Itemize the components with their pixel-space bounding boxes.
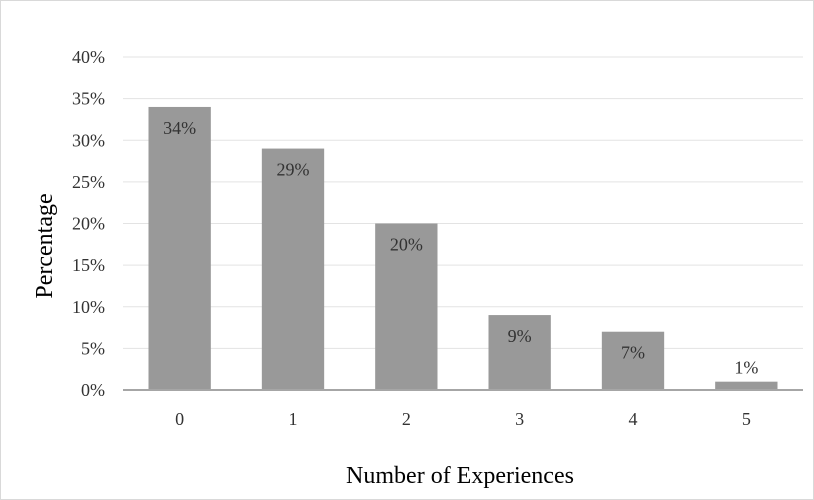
- x-tick-label: 0: [175, 409, 184, 429]
- data-label: 7%: [621, 343, 645, 363]
- x-tick-label: 5: [742, 409, 751, 429]
- y-tick-label: 20%: [72, 214, 105, 234]
- data-labels: 34% 29% 20% 9% 7% 1%: [163, 118, 758, 378]
- x-axis-title: Number of Experiences: [346, 463, 574, 489]
- y-tick-label: 0%: [81, 380, 105, 400]
- x-tick-label: 1: [289, 409, 298, 429]
- x-tick-label: 2: [402, 409, 411, 429]
- data-label: 29%: [277, 160, 310, 180]
- bar: [148, 106, 211, 390]
- x-tick-label: 3: [515, 409, 524, 429]
- y-tick-label: 5%: [81, 338, 105, 358]
- y-tick-label: 35%: [72, 89, 105, 109]
- y-tick-label: 25%: [72, 172, 105, 192]
- x-axis-tick-labels: 0 1 2 3 4 5: [175, 409, 751, 429]
- data-label: 34%: [163, 118, 196, 138]
- y-tick-label: 30%: [72, 130, 105, 150]
- bar: [601, 331, 665, 390]
- bar: [488, 315, 551, 390]
- y-tick-label: 40%: [72, 47, 105, 67]
- grid-lines: [123, 56, 803, 349]
- x-tick-label: 4: [629, 409, 638, 429]
- data-label: 9%: [508, 326, 532, 346]
- y-tick-label: 15%: [72, 255, 105, 275]
- y-tick-label: 10%: [72, 297, 105, 317]
- bar: [261, 148, 325, 390]
- bars: [148, 106, 778, 390]
- y-axis-title: Percentage: [32, 193, 58, 298]
- bar: [375, 223, 438, 390]
- data-label: 20%: [390, 235, 423, 255]
- y-axis-tick-labels: 0% 5% 10% 15% 20% 25% 30% 35% 40%: [72, 47, 105, 400]
- data-label: 1%: [734, 358, 758, 378]
- bar: [715, 381, 778, 390]
